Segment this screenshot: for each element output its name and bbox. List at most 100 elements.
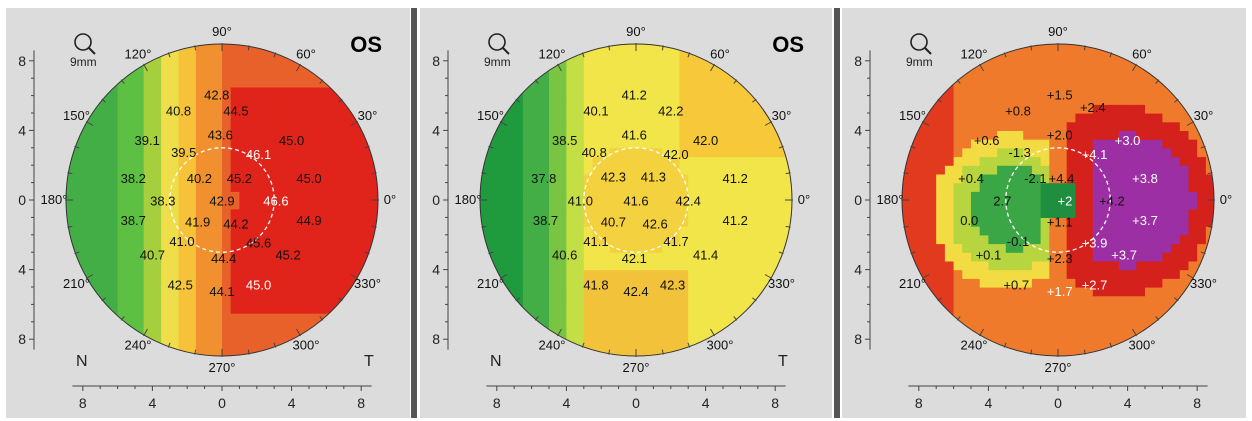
zoom-label: 9mm	[70, 55, 97, 69]
angle-label: 30°	[772, 108, 792, 123]
map-value: 42.5	[168, 277, 193, 292]
map-value: 41.6	[622, 128, 647, 143]
map-value: 41.0	[169, 234, 194, 249]
map-value: +3.7	[1111, 248, 1137, 263]
map-value: 42.3	[660, 277, 685, 292]
map-value: 2.7	[993, 194, 1011, 209]
map-value: +0.8	[1005, 103, 1031, 118]
central-zone-circle	[583, 147, 689, 253]
map-value: 42.1	[622, 251, 647, 266]
y-tick-label: 4	[432, 262, 440, 278]
angle-label: 300°	[707, 337, 734, 352]
map-value: +2.3	[1047, 251, 1073, 266]
x-tick-label: 0	[1054, 395, 1062, 411]
map-value: -2.1	[1024, 171, 1046, 186]
angle-label: 0°	[384, 192, 396, 207]
map-value: 42.2	[658, 103, 683, 118]
map-value: 42.0	[663, 147, 688, 162]
map-value: 43.6	[208, 128, 233, 143]
map-value: 42.0	[693, 133, 718, 148]
angle-label: 240°	[125, 337, 152, 352]
map-value: +0.1	[976, 248, 1002, 263]
eye-label: OS	[772, 32, 804, 57]
map-value: +0.7	[1003, 277, 1029, 292]
angle-label: 150°	[899, 108, 926, 123]
map-value: -1.3	[1009, 145, 1031, 160]
map-value: 41.8	[583, 277, 608, 292]
map-value: 46.1	[246, 147, 271, 162]
map-value: 40.2	[187, 171, 212, 186]
angle-label: 210°	[899, 276, 926, 291]
angle-label: 60°	[296, 47, 316, 62]
temporal-label: T	[364, 353, 374, 370]
y-tick-label: 4	[854, 262, 862, 278]
map-value: +2.4	[1080, 100, 1106, 115]
map-value: 46.6	[263, 194, 288, 209]
map-value: +4.2	[1099, 194, 1125, 209]
map-value: 41.9	[185, 215, 210, 230]
x-tick-label: 8	[357, 395, 365, 411]
angle-label: 120°	[125, 47, 152, 62]
x-tick-label: 8	[771, 395, 779, 411]
y-tick-label: 8	[18, 331, 26, 347]
map-value: +1.7	[1047, 284, 1073, 299]
map-value: 38.2	[121, 171, 146, 186]
map-value: 40.6	[552, 248, 577, 263]
map-value: 40.7	[140, 248, 165, 263]
map-value: +2.7	[1082, 277, 1108, 292]
map-value: 40.8	[166, 103, 191, 118]
map-panel-right: 90° 60° 30° 0° 330° 300° 270° 240° 210° 180° 150° 1…	[842, 8, 1246, 418]
eye-label: OS	[350, 32, 382, 57]
angle-label: 120°	[539, 47, 566, 62]
map-value: 41.4	[693, 248, 718, 263]
magnifier-icon[interactable]	[910, 33, 932, 55]
map-value: +0.4	[958, 171, 984, 186]
panel-divider	[411, 8, 417, 418]
y-tick-label: 8	[432, 331, 440, 347]
x-tick-label: 0	[218, 395, 226, 411]
map-value: -0.1	[1007, 234, 1029, 249]
map-value: 45.2	[227, 171, 252, 186]
magnifier-icon[interactable]	[74, 33, 96, 55]
y-tick-label: 4	[432, 122, 440, 138]
map-value: 44.5	[223, 103, 248, 118]
magnifier-icon[interactable]	[488, 33, 510, 55]
map-value: +4.1	[1082, 147, 1108, 162]
map-value: 39.5	[171, 145, 196, 160]
angle-label: 210°	[63, 276, 90, 291]
angle-label: 180°	[877, 192, 904, 207]
panel-divider	[834, 8, 840, 418]
map-value: 44.2	[223, 216, 248, 231]
topography-map: 90° 60° 30° 0° 330° 300° 270° 240° 210° 180° 150° 1…	[18, 24, 396, 411]
angle-label: 330°	[1190, 276, 1217, 291]
angle-label: 0°	[1220, 192, 1232, 207]
angle-label: 210°	[477, 276, 504, 291]
nasal-label: N	[490, 353, 502, 370]
map-value: +1.1	[1047, 215, 1073, 230]
map-value: 45.2	[275, 248, 300, 263]
topography-map: 90° 60° 30° 0° 330° 300° 270° 240° 210° 180° 150° 1…	[432, 24, 810, 411]
map-value: +1.5	[1047, 88, 1073, 103]
angle-label: 270°	[1045, 360, 1072, 375]
map-value: +2	[1058, 194, 1073, 209]
topography-map: 90° 60° 30° 0° 330° 300° 270° 240° 210° 180° 150° 1…	[854, 24, 1232, 411]
map-value: 37.8	[531, 171, 556, 186]
map-panel-left: 90° 60° 30° 0° 330° 300° 270° 240° 210° 180° 150° 1…	[6, 8, 410, 418]
map-value: +4.4	[1049, 171, 1075, 186]
map-value: 42.4	[676, 194, 701, 209]
y-tick-label: 8	[18, 53, 26, 69]
map-value: 0.0	[960, 213, 978, 228]
angle-label: 120°	[961, 47, 988, 62]
central-zone-circle	[1005, 147, 1111, 253]
angle-label: 330°	[768, 276, 795, 291]
y-tick-label: 4	[18, 262, 26, 278]
angle-label: 150°	[63, 108, 90, 123]
map-value: 41.2	[723, 213, 748, 228]
map-value: 39.1	[135, 133, 160, 148]
zoom-label: 9mm	[906, 55, 933, 69]
map-value: +0.6	[974, 133, 1000, 148]
map-value: +2.0	[1047, 128, 1073, 143]
x-tick-label: 4	[288, 395, 296, 411]
map-value: 40.8	[582, 145, 607, 160]
map-value: 42.9	[209, 194, 234, 209]
